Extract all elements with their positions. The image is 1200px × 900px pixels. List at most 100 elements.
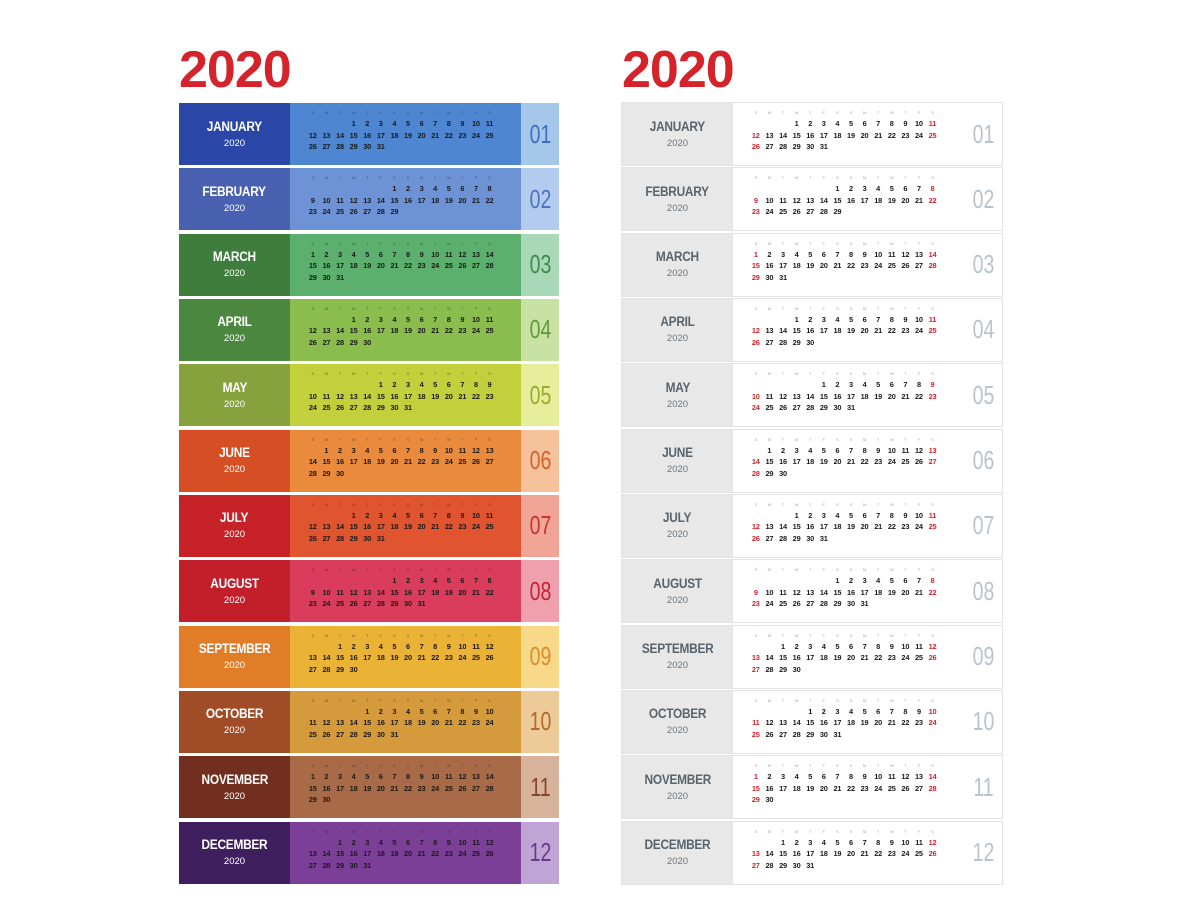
day-cell <box>749 379 763 391</box>
weekday-label: W <box>446 501 451 507</box>
weekday-label: S <box>849 175 853 181</box>
day-cell: 20 <box>417 522 426 532</box>
weekday-label: S <box>931 436 934 442</box>
weekday-label: W <box>794 828 799 834</box>
weekday-label: T <box>904 567 907 573</box>
day-cell <box>428 729 442 741</box>
weekday-label: T <box>876 501 880 507</box>
week-row: 1 2 3 4 5 6 7 8 9 10 11 12 13 <box>306 445 511 457</box>
day-cell: 2 <box>378 706 383 716</box>
day-cell <box>885 533 899 545</box>
weekday-label: S <box>849 567 853 573</box>
month-number: 08 <box>964 560 1002 623</box>
weekday-label: T <box>365 632 369 638</box>
day-cell: 28 <box>308 468 317 478</box>
weekday-label: M <box>767 697 772 703</box>
day-cell: 12 <box>349 587 358 597</box>
day-cell: 24 <box>915 326 923 336</box>
day-cell: 11 <box>445 772 453 782</box>
day-cell: 10 <box>322 587 331 597</box>
day-cell <box>926 860 940 872</box>
day-cell <box>912 860 926 872</box>
day-cell: 26 <box>308 533 317 543</box>
day-cell <box>442 664 456 676</box>
day-cell <box>428 598 442 610</box>
day-cell <box>456 141 470 153</box>
day-cell: 14 <box>376 587 385 597</box>
day-cell <box>483 272 497 284</box>
weekday-label: S <box>836 110 839 115</box>
week-row: 29 30 31 <box>749 272 954 284</box>
day-cell: 14 <box>928 772 937 782</box>
day-grid: S M T W T F S S M T W T F S 1 2 3 4 5 6 7 8 9 10 11 12 13 14 15 16 17 1… <box>733 168 964 231</box>
day-cell: 21 <box>390 261 399 271</box>
day-cell: 12 <box>458 772 467 782</box>
day-cell: 14 <box>928 249 937 259</box>
day-cell <box>926 794 940 806</box>
weekday-label: S <box>754 632 758 638</box>
weekday-label: S <box>754 305 758 311</box>
month-row-may: MAY 2020 S M T W T F S S M T W T F S 1 2 3 4 5 6 7 8 9 10 11 12 13 14… <box>179 364 559 427</box>
day-cell <box>776 314 790 326</box>
day-cell: 18 <box>874 587 883 597</box>
day-cell: 19 <box>390 653 399 663</box>
day-cell: 8 <box>876 837 881 847</box>
day-cell: 18 <box>860 391 869 401</box>
day-cell: 25 <box>779 207 787 217</box>
day-cell: 30 <box>792 860 801 870</box>
day-cell: 1 <box>365 706 370 716</box>
day-cell <box>401 337 415 349</box>
day-cell: 13 <box>322 326 331 336</box>
day-cell: 18 <box>833 326 842 336</box>
day-cell <box>347 272 361 284</box>
day-cell <box>347 379 361 391</box>
day-cell: 29 <box>390 599 399 609</box>
day-cell: 3 <box>862 576 867 586</box>
day-cell: 27 <box>765 337 774 347</box>
day-cell: 7 <box>446 706 451 716</box>
day-cell: 15 <box>308 783 317 793</box>
day-cell: 14 <box>819 195 828 205</box>
day-cell <box>333 379 347 391</box>
weekday-label: S <box>931 632 934 638</box>
weekday-label: S <box>406 567 410 573</box>
day-cell: 24 <box>915 130 923 140</box>
day-cell <box>871 337 885 349</box>
month-number-text: 06 <box>529 445 551 476</box>
day-cell <box>442 468 456 480</box>
day-cell <box>912 468 926 480</box>
week-row: 25 26 27 28 29 30 31 <box>306 729 511 741</box>
day-cell <box>899 729 913 741</box>
weekday-label: M <box>862 567 867 573</box>
day-cell: 9 <box>862 772 867 782</box>
day-cell: 10 <box>458 641 467 651</box>
weekday-label: M <box>767 175 772 181</box>
day-cell <box>776 794 790 806</box>
weekday-label: S <box>393 697 396 703</box>
day-cell: 27 <box>322 533 331 543</box>
weekday-label: T <box>365 371 369 377</box>
day-cell: 29 <box>336 664 344 674</box>
day-cell: 1 <box>392 576 397 586</box>
day-cell: 19 <box>444 195 453 205</box>
day-cell <box>803 664 817 676</box>
weekday-label: T <box>461 828 464 834</box>
day-cell: 7 <box>835 772 840 782</box>
day-cell: 6 <box>862 510 867 520</box>
day-cell <box>469 468 483 480</box>
day-cell: 23 <box>417 261 426 271</box>
day-cell: 6 <box>405 837 410 847</box>
day-cell: 28 <box>349 729 358 739</box>
day-cell <box>415 402 429 414</box>
weekday-label: T <box>876 828 880 834</box>
day-cell <box>885 729 899 741</box>
weekday-label: S <box>931 110 934 115</box>
day-cell: 25 <box>458 457 467 467</box>
day-cell <box>926 533 940 545</box>
day-cell: 22 <box>404 783 412 793</box>
day-cell: 8 <box>916 380 921 390</box>
week-row: 12 13 14 15 16 17 18 19 20 21 22 23 24 25 <box>749 521 954 533</box>
weekday-label: F <box>822 828 825 834</box>
